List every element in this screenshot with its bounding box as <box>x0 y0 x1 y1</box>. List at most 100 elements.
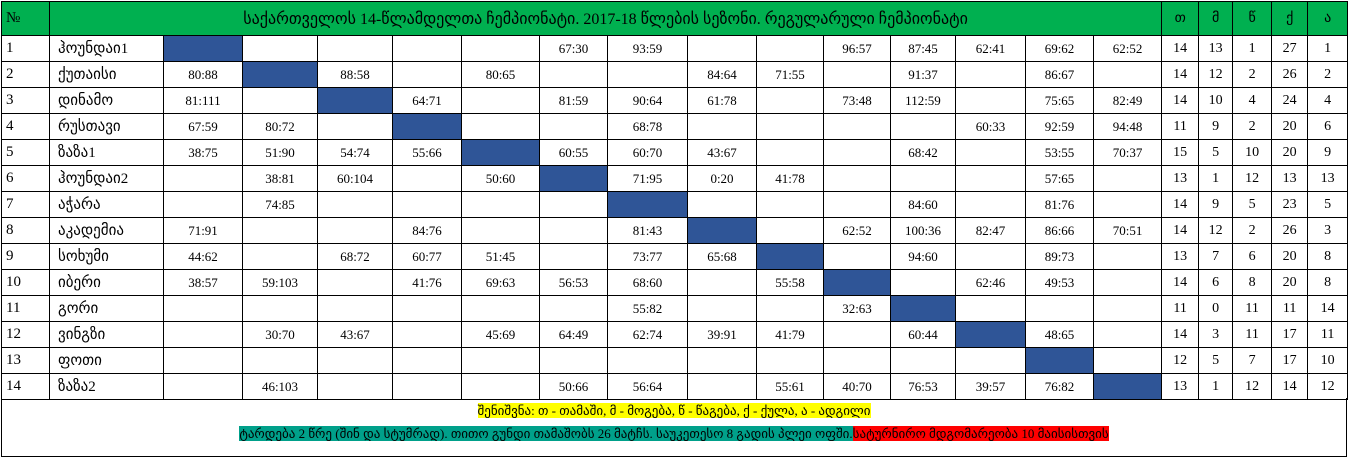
result: 76:53 <box>890 373 956 400</box>
result <box>890 347 956 374</box>
result <box>823 243 891 270</box>
result <box>687 191 757 218</box>
result <box>823 321 891 348</box>
result <box>392 165 462 192</box>
stat: 1 <box>1198 165 1234 192</box>
result <box>461 373 540 400</box>
stat: 1 <box>1307 35 1349 62</box>
stat: 20 <box>1271 269 1309 296</box>
stat: 6 <box>1198 269 1234 296</box>
row-number: 12 <box>1 321 50 348</box>
result: 60:104 <box>317 165 393 192</box>
stat: 23 <box>1271 191 1309 218</box>
diagonal-cell <box>392 113 462 140</box>
result: 91:37 <box>890 61 956 88</box>
result: 60:55 <box>539 139 608 166</box>
stat: 11 <box>1161 113 1200 140</box>
result <box>687 347 757 374</box>
team-row: 4 რუსთავი 67:59 80:72 68:78 60:33 92:59 94:48 11… <box>1 113 1349 140</box>
result <box>392 321 462 348</box>
result: 75:65 <box>1025 87 1094 114</box>
result <box>607 61 688 88</box>
header-stat: თ <box>1161 1 1200 36</box>
stat: 12 <box>1232 165 1273 192</box>
result: 50:60 <box>461 165 540 192</box>
stat: 14 <box>1161 321 1200 348</box>
result <box>392 373 462 400</box>
result <box>1092 347 1163 374</box>
result: 86:66 <box>1025 217 1094 244</box>
result: 55:58 <box>756 269 824 296</box>
stat: 9 <box>1307 139 1349 166</box>
result <box>756 191 824 218</box>
result <box>242 35 318 62</box>
result <box>539 113 608 140</box>
header-row: № საქართველოს 14-წლამდელთა ჩემპიონატი. 20… <box>1 1 1349 36</box>
result: 53:55 <box>1025 139 1094 166</box>
result: 71:91 <box>163 217 243 244</box>
stat: 5 <box>1307 191 1349 218</box>
result: 56:53 <box>539 269 608 296</box>
result: 54:74 <box>317 139 393 166</box>
stat: 11 <box>1307 321 1349 348</box>
row-number: 8 <box>1 217 50 244</box>
stat: 1 <box>1232 35 1273 62</box>
stat: 12 <box>1307 373 1349 400</box>
result <box>461 295 540 322</box>
result: 44:62 <box>163 243 243 270</box>
stat: 14 <box>1161 269 1200 296</box>
note: შენიშვნა: თ - თამაში, მ - მოგება, წ - წა… <box>477 403 871 418</box>
stat: 24 <box>1271 87 1309 114</box>
result: 64:49 <box>539 321 608 348</box>
diagonal-cell <box>687 217 757 244</box>
result: 68:42 <box>890 139 956 166</box>
result <box>890 269 956 296</box>
result <box>317 35 393 62</box>
result: 68:60 <box>607 269 688 296</box>
result <box>1092 243 1163 270</box>
result: 39:91 <box>687 321 757 348</box>
stat: 5 <box>1232 191 1273 218</box>
stat: 12 <box>1232 373 1273 400</box>
result <box>317 295 393 322</box>
result <box>539 347 608 374</box>
result: 50:66 <box>539 373 608 400</box>
result <box>756 295 824 322</box>
result <box>392 295 462 322</box>
result <box>461 35 540 62</box>
stat: 17 <box>1271 347 1309 374</box>
stat: 5 <box>1198 139 1234 166</box>
result <box>539 191 608 218</box>
row-number: 6 <box>1 165 50 192</box>
team-row: 11 გორი 55:82 32:63 11 0 11 11 14 <box>1 295 1349 322</box>
team-row: 9 სოხუმი 44:62 68:72 60:77 51:45 73:77 65:68 94:… <box>1 243 1349 270</box>
team-name: რუსთავი <box>49 113 164 140</box>
result <box>242 217 318 244</box>
stat: 12 <box>1198 61 1234 88</box>
result: 87:45 <box>890 35 956 62</box>
stat: 11 <box>1161 295 1200 322</box>
result <box>1092 61 1163 88</box>
stat: 17 <box>1271 321 1309 348</box>
team-name: ჰოუნდაი1 <box>49 35 164 62</box>
result <box>317 191 393 218</box>
stat: 0 <box>1198 295 1234 322</box>
result: 41:79 <box>756 321 824 348</box>
header-stat: ქ <box>1271 1 1309 36</box>
result: 86:67 <box>1025 61 1094 88</box>
result <box>461 87 540 114</box>
team-name: აჭარა <box>49 191 164 218</box>
result: 57:65 <box>1025 165 1094 192</box>
result: 64:71 <box>392 87 462 114</box>
row-number: 1 <box>1 35 50 62</box>
stat: 13 <box>1161 243 1200 270</box>
result: 62:52 <box>823 217 891 244</box>
result <box>687 35 757 62</box>
team-row: 8 აკადემია 71:91 84:76 81:43 62:52 100:36 82:47… <box>1 217 1349 244</box>
result: 61:78 <box>687 87 757 114</box>
result: 40:70 <box>823 373 891 400</box>
stat: 11 <box>1232 321 1273 348</box>
team-name: ზაზა2 <box>49 373 164 400</box>
result <box>955 243 1026 270</box>
result <box>392 35 462 62</box>
